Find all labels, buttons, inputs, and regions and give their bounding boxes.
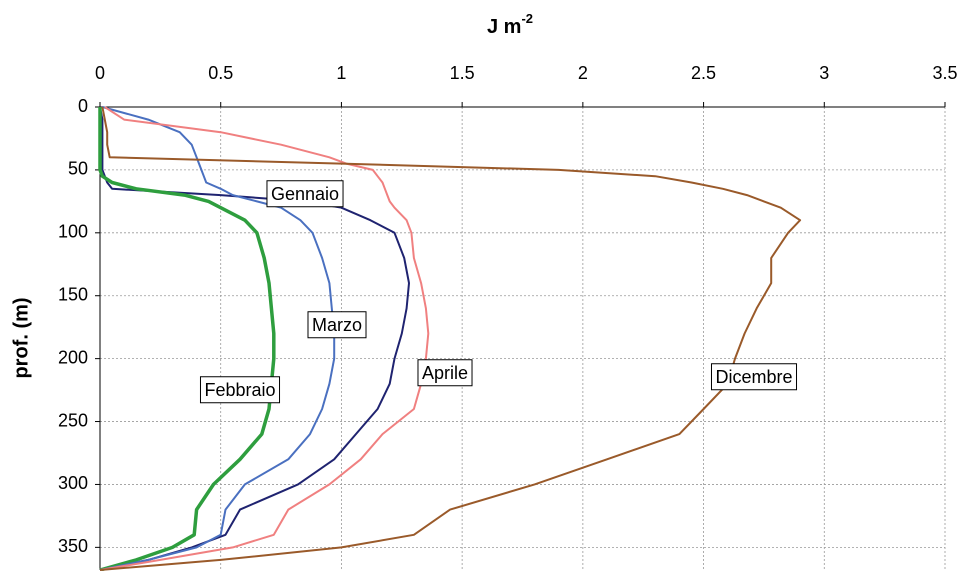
series-label: Marzo [307,311,367,339]
series-label-box [199,376,281,404]
series-line [99,106,336,571]
y-tick-label: 0 [78,96,88,116]
series-label: Aprile [417,359,473,387]
x-axis-title: J m-2 [487,11,533,38]
x-tick-label: 2.5 [691,63,716,83]
series-line [99,106,430,571]
series-label: Dicembre [710,363,798,391]
series-label-box [417,359,473,387]
x-tick-label: 3.5 [932,63,957,83]
y-tick-label: 250 [58,410,88,430]
y-tick-label: 100 [58,222,88,242]
series-label-text: Dicembre [715,367,792,387]
x-axis-title-main: J m [487,16,521,38]
x-tick-label: 1 [336,63,346,83]
y-axis-title: prof. (m) [10,297,32,378]
series-label-text: Marzo [312,315,362,335]
x-axis-title-sup: -2 [521,11,533,26]
y-tick-label: 200 [58,347,88,367]
y-tick-label: 50 [68,159,88,179]
series-label-box [266,180,344,208]
x-tick-label: 0.5 [208,63,233,83]
x-tick-label: 2 [578,63,588,83]
series-line [99,106,410,571]
series-label-text: Febbraio [204,380,275,400]
series-label: Gennaio [266,180,344,208]
series-line [98,107,276,571]
series-label-text: Gennaio [271,184,339,204]
series-label-box [710,363,798,391]
x-tick-label: 0 [95,63,105,83]
series-line [99,106,802,571]
x-tick-label: 3 [819,63,829,83]
series-label: Febbraio [199,376,281,404]
series-label-text: Aprile [422,363,468,383]
y-tick-label: 300 [58,473,88,493]
series-label-box [307,311,367,339]
y-tick-label: 350 [58,536,88,556]
y-tick-label: 150 [58,284,88,304]
x-tick-label: 1.5 [450,63,475,83]
